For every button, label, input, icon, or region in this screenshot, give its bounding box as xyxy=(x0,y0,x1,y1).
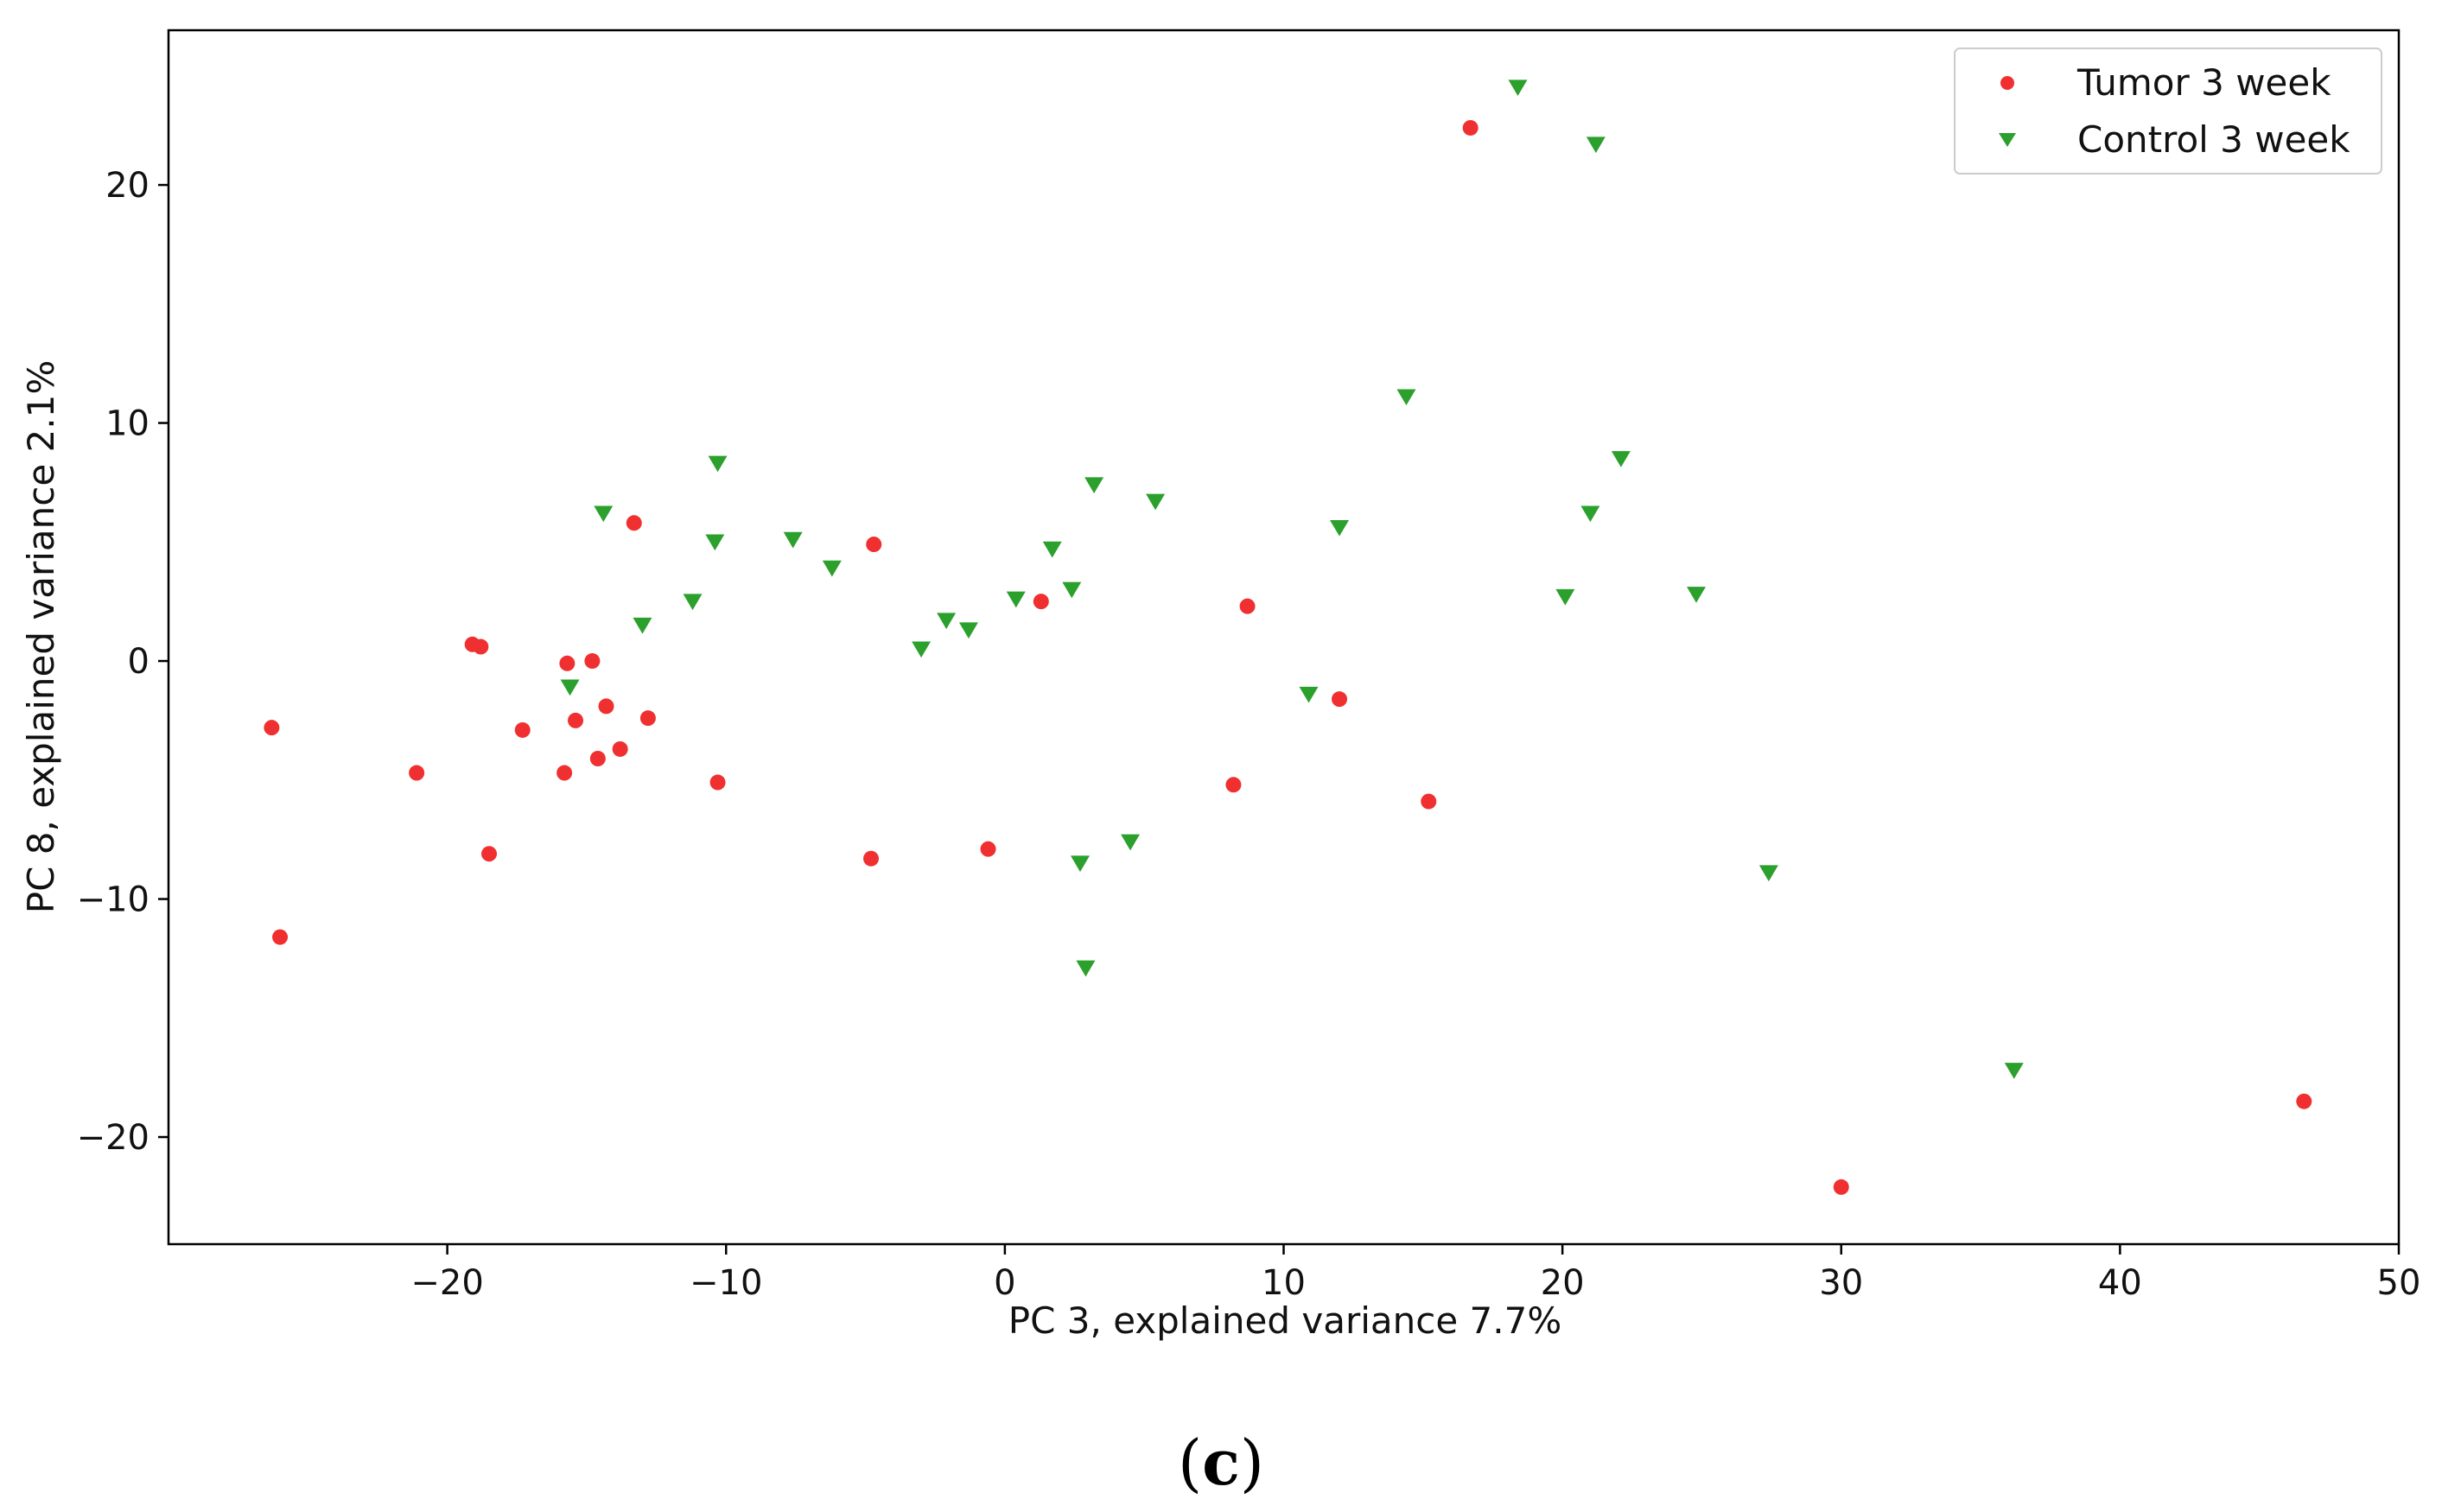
tumor-point xyxy=(709,774,726,791)
control-point xyxy=(1070,855,1090,873)
legend-marker-tumor xyxy=(2000,76,2014,90)
x-tick-label: 30 xyxy=(1819,1263,1863,1303)
legend: Tumor 3 week Control 3 week xyxy=(1954,48,2382,175)
panel-label-letter: c xyxy=(1202,1426,1240,1499)
y-tick-label: −10 xyxy=(77,880,149,920)
control-point xyxy=(1396,389,1416,406)
x-tick-label: 40 xyxy=(2098,1263,2142,1303)
tumor-point xyxy=(2296,1093,2312,1109)
control-point xyxy=(1758,865,1778,882)
y-axis-label: PC 8, explained variance 2.1% xyxy=(20,360,62,913)
control-point xyxy=(1062,581,1082,599)
x-tick-label: 10 xyxy=(1262,1263,1306,1303)
control-point xyxy=(1042,541,1062,558)
x-axis-label: PC 3, explained variance 7.7% xyxy=(1008,1299,1561,1342)
control-point xyxy=(1006,591,1026,608)
tumor-point xyxy=(598,698,614,715)
control-point xyxy=(708,455,728,473)
tumor-point xyxy=(1421,793,1437,810)
control-point xyxy=(633,617,652,634)
control-point xyxy=(1580,505,1600,523)
tumor-point xyxy=(866,537,882,553)
tumor-point xyxy=(980,841,996,857)
tumor-point xyxy=(626,515,642,531)
tumor-point xyxy=(863,850,880,867)
tumor-point xyxy=(272,929,289,945)
y-tick-label: 20 xyxy=(105,166,149,206)
tumor-point xyxy=(409,765,425,781)
tumor-point xyxy=(1332,691,1348,708)
tumor-point xyxy=(1225,777,1242,793)
control-point xyxy=(937,613,957,630)
points-layer xyxy=(264,79,2312,1195)
tumor-point xyxy=(589,751,606,766)
panel-label-open-paren: ( xyxy=(1178,1426,1202,1499)
tumor-point xyxy=(556,765,573,781)
y-tick-label: 0 xyxy=(128,642,149,682)
y-axis-ticks: −20 −10 0 10 20 xyxy=(77,166,169,1158)
tumor-point xyxy=(612,740,628,757)
control-point xyxy=(1084,477,1104,494)
control-point xyxy=(2004,1063,2024,1079)
legend-box xyxy=(1954,48,2382,175)
control-point xyxy=(594,505,614,523)
control-point xyxy=(783,531,803,549)
control-point xyxy=(958,622,978,639)
tumor-point xyxy=(568,712,584,728)
x-tick-label: −10 xyxy=(690,1263,762,1303)
x-tick-label: 0 xyxy=(994,1263,1015,1303)
control-point xyxy=(1330,519,1350,537)
panel-label: (c) xyxy=(1178,1426,1264,1499)
control-point xyxy=(1146,493,1166,511)
x-tick-label: 20 xyxy=(1541,1263,1585,1303)
tumor-point xyxy=(1033,594,1049,610)
control-point xyxy=(1611,451,1631,467)
x-tick-label: −20 xyxy=(410,1263,483,1303)
control-point xyxy=(1586,137,1606,154)
control-point xyxy=(560,679,580,696)
tumor-point xyxy=(1239,598,1256,614)
control-point xyxy=(705,534,725,551)
panel-label-close-paren: ) xyxy=(1240,1426,1264,1499)
legend-label-tumor: Tumor 3 week xyxy=(2076,61,2331,104)
x-tick-label: 50 xyxy=(2377,1263,2421,1303)
control-point xyxy=(1555,588,1575,606)
tumor-point xyxy=(264,720,280,736)
tumor-point xyxy=(1462,119,1479,136)
y-tick-label: −20 xyxy=(77,1118,149,1158)
tumor-point xyxy=(514,721,531,738)
control-point xyxy=(1508,79,1528,97)
tumor-point xyxy=(639,710,656,727)
legend-label-control: Control 3 week xyxy=(2077,118,2350,161)
control-point xyxy=(822,560,842,577)
y-tick-label: 10 xyxy=(105,404,149,444)
control-point xyxy=(683,594,703,611)
tumor-point xyxy=(473,638,489,655)
tumor-point xyxy=(584,653,601,670)
tumor-point xyxy=(1833,1178,1849,1195)
control-point xyxy=(912,641,932,658)
tumor-point xyxy=(559,655,576,671)
control-point xyxy=(1299,686,1319,703)
control-point xyxy=(1076,960,1096,977)
control-point xyxy=(1686,587,1706,603)
legend-marker-control xyxy=(1999,133,2016,147)
control-point xyxy=(1121,834,1141,851)
tumor-point xyxy=(481,846,498,862)
x-axis-ticks: −20 −10 0 10 20 30 40 50 xyxy=(410,1244,2420,1303)
